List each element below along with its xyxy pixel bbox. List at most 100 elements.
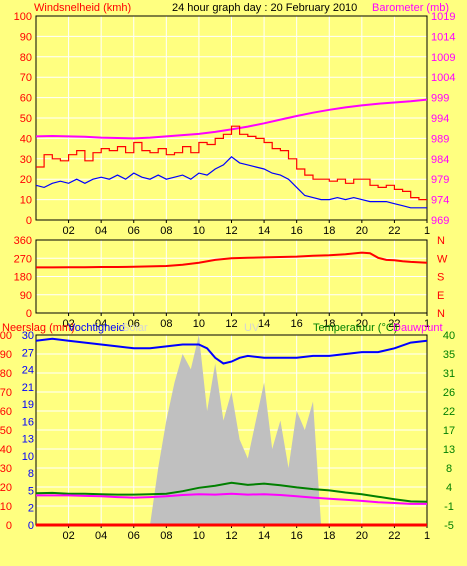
y-tick-label: 0	[6, 520, 12, 532]
y-tick-label: 70	[20, 72, 32, 84]
uv-axis-title: UV	[244, 322, 260, 334]
x-tick-label: 04	[95, 225, 107, 237]
y-tick-label: 0	[28, 520, 34, 532]
y-tick-label: 999	[431, 93, 449, 105]
y-tick-label: 27	[22, 347, 34, 359]
dewpoint-axis-title: Dauwpunt	[393, 322, 443, 334]
x-tick-label: 06	[128, 530, 140, 542]
x-tick-label: 12	[225, 318, 237, 330]
x-tick-label: 16	[291, 318, 303, 330]
x-tick-label: 06	[128, 318, 140, 330]
y-tick-label: 5	[28, 485, 34, 497]
temperature-line	[35, 481, 428, 503]
x-tick-label: 14	[258, 225, 270, 237]
wind-gust-line	[36, 125, 427, 201]
y-tick-label: -1	[444, 501, 454, 513]
y-tick-label: 31	[443, 368, 455, 380]
y-tick-label: 10	[0, 501, 12, 513]
x-tick-label: 12	[225, 530, 237, 542]
y-tick-label: 50	[20, 113, 32, 125]
humidity-axis-title: Vochtigheid	[68, 322, 125, 334]
x-tick-label: 02	[62, 225, 74, 237]
y-tick-label: 20	[0, 482, 12, 494]
y-tick-label: 994	[431, 113, 449, 125]
y-tick-label: 90	[20, 31, 32, 43]
y-tick-label: 1009	[431, 52, 455, 64]
humidity-line	[35, 337, 428, 365]
x-tick-label: 08	[160, 318, 172, 330]
x-tick-label: 04	[95, 530, 107, 542]
y-tick-label: 1014	[431, 31, 455, 43]
y-tick-label: 0	[26, 308, 32, 320]
y-tick-label: 60	[0, 406, 12, 418]
y-tick-label: 0	[26, 215, 32, 227]
y-tick-label: 60	[20, 93, 32, 105]
x-tick-label: 10	[193, 530, 205, 542]
compass-label: E	[437, 290, 444, 302]
x-tick-label: 22	[388, 225, 400, 237]
temperature-axis-title: Temperatuur (°C)	[313, 322, 398, 334]
x-tick-label: 14	[258, 318, 270, 330]
x-tick-label: 1	[424, 530, 430, 542]
y-tick-label: 13	[443, 444, 455, 456]
y-tick-label: 270	[14, 253, 32, 265]
compass-label: N	[437, 235, 445, 247]
x-tick-label: 18	[323, 225, 335, 237]
y-tick-label: 30	[22, 330, 34, 342]
y-tick-label: 40	[20, 133, 32, 145]
y-tick-label: 70	[0, 387, 12, 399]
y-tick-label: 180	[14, 272, 32, 284]
x-tick-label: 22	[388, 318, 400, 330]
y-tick-label: 50	[0, 425, 12, 437]
x-tick-label: 12	[225, 225, 237, 237]
y-tick-label: 30	[0, 463, 12, 475]
y-tick-label: 4	[446, 482, 452, 494]
rain-axis-title: Neerslag (mm)	[2, 322, 75, 334]
plot-frame-0	[35, 15, 428, 221]
y-tick-label: 80	[0, 368, 12, 380]
y-tick-label: 90	[0, 349, 12, 361]
y-tick-label: 1019	[431, 11, 455, 23]
x-tick-label: 20	[356, 225, 368, 237]
y-tick-label: 20	[20, 174, 32, 186]
x-tick-label: 08	[160, 225, 172, 237]
y-tick-label: 10	[20, 195, 32, 207]
solar-area	[36, 335, 427, 525]
y-tick-label: 26	[443, 387, 455, 399]
x-tick-label: 1	[424, 225, 430, 237]
plot-frame-1	[35, 239, 428, 314]
x-tick-label: 22	[388, 530, 400, 542]
y-tick-label: 10	[22, 451, 34, 463]
x-tick-label: 18	[323, 530, 335, 542]
y-tick-label: 979	[431, 174, 449, 186]
y-tick-label: 35	[443, 349, 455, 361]
x-tick-label: 08	[160, 530, 172, 542]
x-tick-label: 20	[356, 530, 368, 542]
y-tick-label: 22	[443, 406, 455, 418]
compass-label: S	[437, 272, 444, 284]
y-tick-label: 1004	[431, 72, 455, 84]
x-tick-label: 16	[291, 530, 303, 542]
x-tick-label: 02	[62, 530, 74, 542]
y-tick-label: 90	[20, 290, 32, 302]
y-tick-label: 24	[22, 365, 34, 377]
y-tick-label: 100	[0, 330, 12, 342]
y-tick-label: 974	[431, 195, 449, 207]
x-tick-label: 04	[95, 318, 107, 330]
x-tick-label: 14	[258, 530, 270, 542]
y-tick-label: 30	[20, 154, 32, 166]
x-tick-label: 18	[323, 318, 335, 330]
y-tick-label: 40	[443, 330, 455, 342]
dewpoint-line	[36, 492, 427, 505]
y-tick-label: 13	[22, 434, 34, 446]
x-tick-label: 10	[193, 318, 205, 330]
y-tick-label: 969	[431, 215, 449, 227]
x-tick-label: 16	[291, 225, 303, 237]
graph-title: 24 hour graph day : 20 February 2010	[172, 2, 358, 14]
wind-average-line	[35, 156, 427, 209]
y-tick-label: 100	[14, 11, 32, 23]
x-tick-label: 20	[356, 318, 368, 330]
x-tick-label: 1	[424, 318, 430, 330]
y-tick-label: 17	[443, 425, 455, 437]
